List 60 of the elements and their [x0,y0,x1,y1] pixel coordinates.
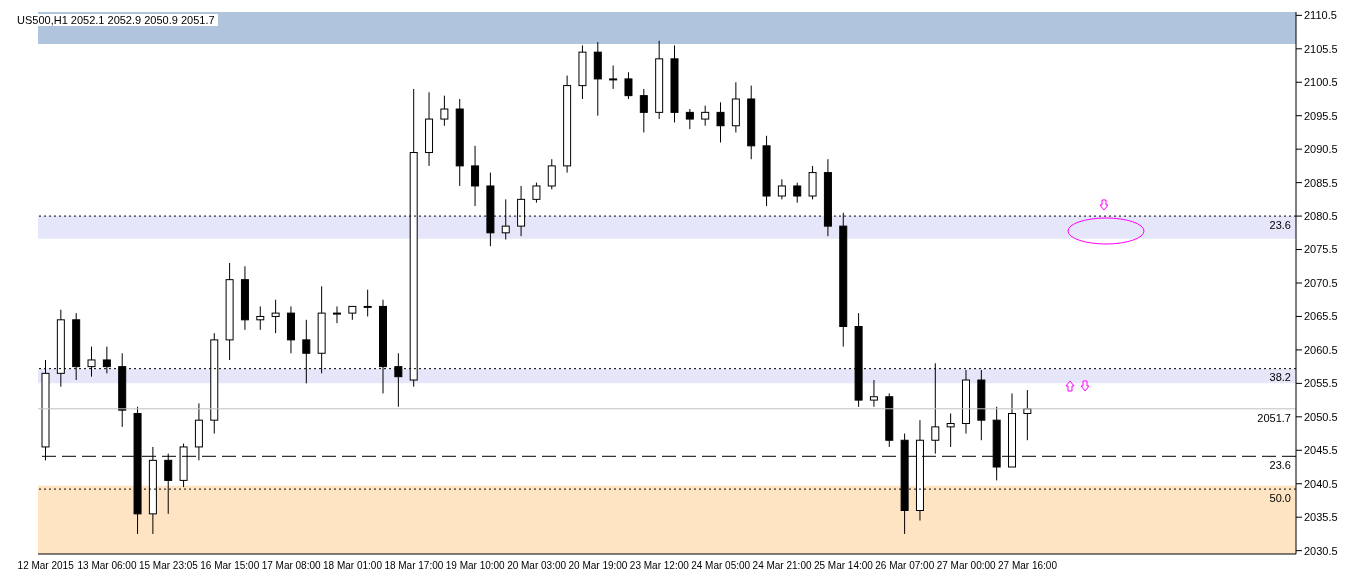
x-tick-label: 18 Mar 01:00 [323,560,383,572]
y-tick-label: 2050.5 [1304,410,1338,423]
candlestick [793,182,802,204]
x-tick-label: 18 Mar 17:00 [384,560,444,572]
x-tick-label: 27 Mar 16:00 [998,560,1058,572]
candlestick [332,305,341,324]
x-tick-label: 13 Mar 06:00 [77,560,137,572]
annotation: 23.6 [1269,218,1291,231]
candlestick [1023,389,1032,441]
candlestick [256,305,265,331]
chart-title: US500,H1 2052.1 2052.9 2050.9 2051.7 [14,14,218,26]
y-tick-label: 2100.5 [1304,76,1338,89]
y-tick-label: 2055.5 [1304,377,1338,390]
x-tick-label: 24 Mar 05:00 [691,560,751,572]
candlestick [271,299,280,334]
y-tick-label: 2035.5 [1304,511,1338,524]
y-tick-label: 2060.5 [1304,343,1338,356]
y-tick-label: 2070.5 [1304,276,1338,289]
x-tick-label: 16 Mar 15:00 [200,560,260,572]
candlestick [685,108,694,130]
candlestick [440,95,449,127]
y-tick-label: 2085.5 [1304,176,1338,189]
y-tick-label: 2090.5 [1304,143,1338,156]
annotation: 38.2 [1269,371,1291,384]
x-tick-label: 20 Mar 19:00 [568,560,628,572]
candlestick [701,105,710,127]
candlestick [471,145,480,207]
annotation: 23.6 [1269,459,1291,472]
candlestick [808,165,817,200]
y-tick-label: 2095.5 [1304,109,1338,122]
y-tick-label: 2045.5 [1304,444,1338,457]
y-tick-label: 2080.5 [1304,209,1338,222]
x-tick-label: 20 Mar 03:00 [507,560,567,572]
x-tick-label: 26 Mar 07:00 [875,560,935,572]
candlestick [869,379,878,408]
y-tick-label: 2030.5 [1304,544,1338,557]
x-tick-label: 25 Mar 14:00 [813,560,874,572]
y-tick-label: 2075.5 [1304,243,1338,256]
candlestick [532,182,541,204]
candlestick [777,178,786,200]
x-tick-label: 17 Mar 08:00 [261,560,322,572]
x-tick-label: 23 Mar 12:00 [629,560,690,572]
x-tick-label: 27 Mar 00:00 [936,560,997,572]
y-tick-label: 2110.5 [1304,9,1337,22]
candlestick [946,412,955,448]
x-tick-label: 15 Mar 23:05 [138,560,199,572]
candlestick [716,101,725,143]
x-tick-label: 12 Mar 2015 [17,560,75,572]
candlestick [363,289,372,317]
y-tick-label: 2040.5 [1304,477,1338,490]
x-tick-label: 24 Mar 21:00 [752,560,812,572]
ref-line-label: 2051.7 [1257,411,1291,424]
candlestick [639,88,648,133]
y-tick-label: 2105.5 [1304,42,1338,55]
candlestick [624,71,633,100]
candlestick [547,158,556,190]
x-tick-label: 19 Mar 10:00 [445,560,506,572]
annotation: 50.0 [1269,491,1291,504]
y-tick-label: 2065.5 [1304,310,1338,323]
candlestick [609,65,618,90]
